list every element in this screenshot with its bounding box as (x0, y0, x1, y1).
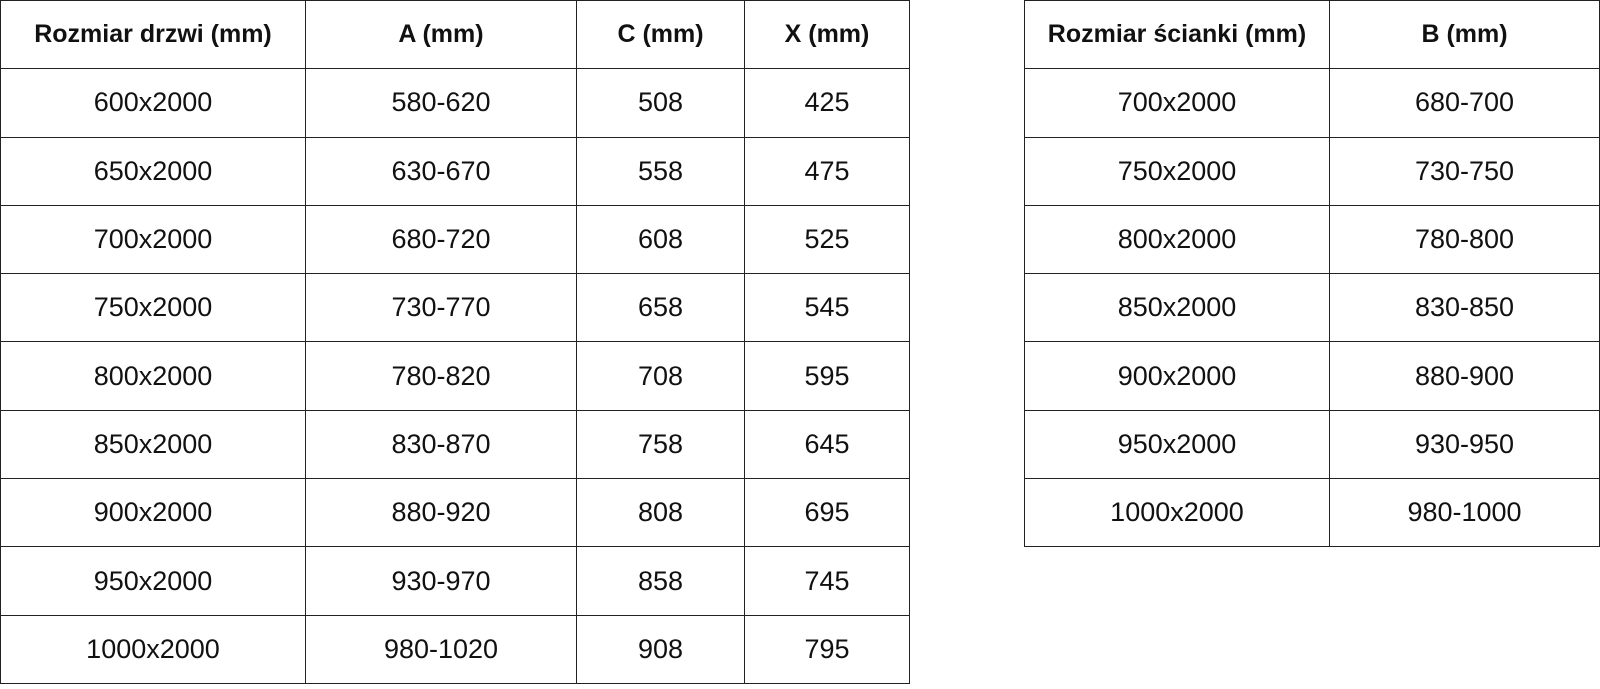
table-cell: 1000x2000 (1024, 478, 1330, 548)
table-cell: 908 (576, 614, 745, 684)
door-size-table: Rozmiar drzwi (mm) A (mm) C (mm) X (mm) 600… (0, 0, 910, 684)
table-cell: 680-720 (305, 204, 577, 275)
table-cell: 750x2000 (0, 273, 306, 343)
table-cell: 700x2000 (1024, 68, 1330, 138)
table-cell: 508 (576, 68, 745, 138)
table-row: 1000x2000 980-1020 908 795 (0, 614, 910, 684)
table-row: 700x2000 680-720 608 525 (0, 204, 910, 275)
table-row: 1000x2000 980-1000 (1024, 478, 1600, 548)
table-row: 900x2000 880-920 808 695 (0, 478, 910, 548)
table-cell: 780-820 (305, 341, 577, 411)
table-header-row: Rozmiar drzwi (mm) A (mm) C (mm) X (mm) (0, 0, 910, 70)
table-row: 900x2000 880-900 (1024, 341, 1600, 411)
table-cell: 880-900 (1329, 341, 1600, 411)
table-cell: 700x2000 (0, 204, 306, 275)
column-header: Rozmiar drzwi (mm) (0, 0, 306, 70)
table-row: 800x2000 780-800 (1024, 204, 1600, 275)
table-cell: 608 (576, 204, 745, 275)
table-cell: 1000x2000 (0, 614, 306, 684)
table-cell: 900x2000 (0, 478, 306, 548)
table-cell: 730-770 (305, 273, 577, 343)
table-cell: 525 (744, 204, 910, 275)
table-cell: 425 (744, 68, 910, 138)
table-cell: 950x2000 (0, 546, 306, 616)
table-cell: 645 (744, 409, 910, 480)
column-header: A (mm) (305, 0, 577, 70)
table-row: 700x2000 680-700 (1024, 68, 1600, 138)
table-cell: 830-870 (305, 409, 577, 480)
table-cell: 758 (576, 409, 745, 480)
table-cell: 680-700 (1329, 68, 1600, 138)
table-row: 750x2000 730-770 658 545 (0, 273, 910, 343)
table-cell: 730-750 (1329, 136, 1600, 206)
table-cell: 750x2000 (1024, 136, 1330, 206)
table-cell: 900x2000 (1024, 341, 1330, 411)
table-row: 800x2000 780-820 708 595 (0, 341, 910, 411)
table-cell: 830-850 (1329, 273, 1600, 343)
table-header-row: Rozmiar ścianki (mm) B (mm) (1024, 0, 1600, 70)
table-cell: 800x2000 (0, 341, 306, 411)
table-cell: 600x2000 (0, 68, 306, 138)
table-cell: 950x2000 (1024, 409, 1330, 480)
table-cell: 545 (744, 273, 910, 343)
table-cell: 858 (576, 546, 745, 616)
column-header: Rozmiar ścianki (mm) (1024, 0, 1330, 70)
table-cell: 980-1020 (305, 614, 577, 684)
table-cell: 880-920 (305, 478, 577, 548)
column-header: X (mm) (744, 0, 910, 70)
table-cell: 745 (744, 546, 910, 616)
table-cell: 650x2000 (0, 136, 306, 206)
table-cell: 695 (744, 478, 910, 548)
table-cell: 658 (576, 273, 745, 343)
table-row: 750x2000 730-750 (1024, 136, 1600, 206)
table-row: 600x2000 580-620 508 425 (0, 68, 910, 138)
table-cell: 780-800 (1329, 204, 1600, 275)
table-cell: 795 (744, 614, 910, 684)
table-cell: 808 (576, 478, 745, 548)
table-row: 850x2000 830-870 758 645 (0, 409, 910, 480)
table-cell: 850x2000 (1024, 273, 1330, 343)
table-cell: 475 (744, 136, 910, 206)
table-cell: 930-950 (1329, 409, 1600, 480)
table-row: 950x2000 930-950 (1024, 409, 1600, 480)
wall-size-table: Rozmiar ścianki (mm) B (mm) 700x2000 680-7… (1024, 0, 1600, 548)
table-cell: 930-970 (305, 546, 577, 616)
table-cell: 980-1000 (1329, 478, 1600, 548)
table-row: 650x2000 630-670 558 475 (0, 136, 910, 206)
table-cell: 580-620 (305, 68, 577, 138)
table-cell: 630-670 (305, 136, 577, 206)
table-cell: 595 (744, 341, 910, 411)
table-cell: 800x2000 (1024, 204, 1330, 275)
table-row: 950x2000 930-970 858 745 (0, 546, 910, 616)
column-header: C (mm) (576, 0, 745, 70)
table-cell: 558 (576, 136, 745, 206)
column-header: B (mm) (1329, 0, 1600, 70)
table-cell: 850x2000 (0, 409, 306, 480)
table-row: 850x2000 830-850 (1024, 273, 1600, 343)
table-cell: 708 (576, 341, 745, 411)
